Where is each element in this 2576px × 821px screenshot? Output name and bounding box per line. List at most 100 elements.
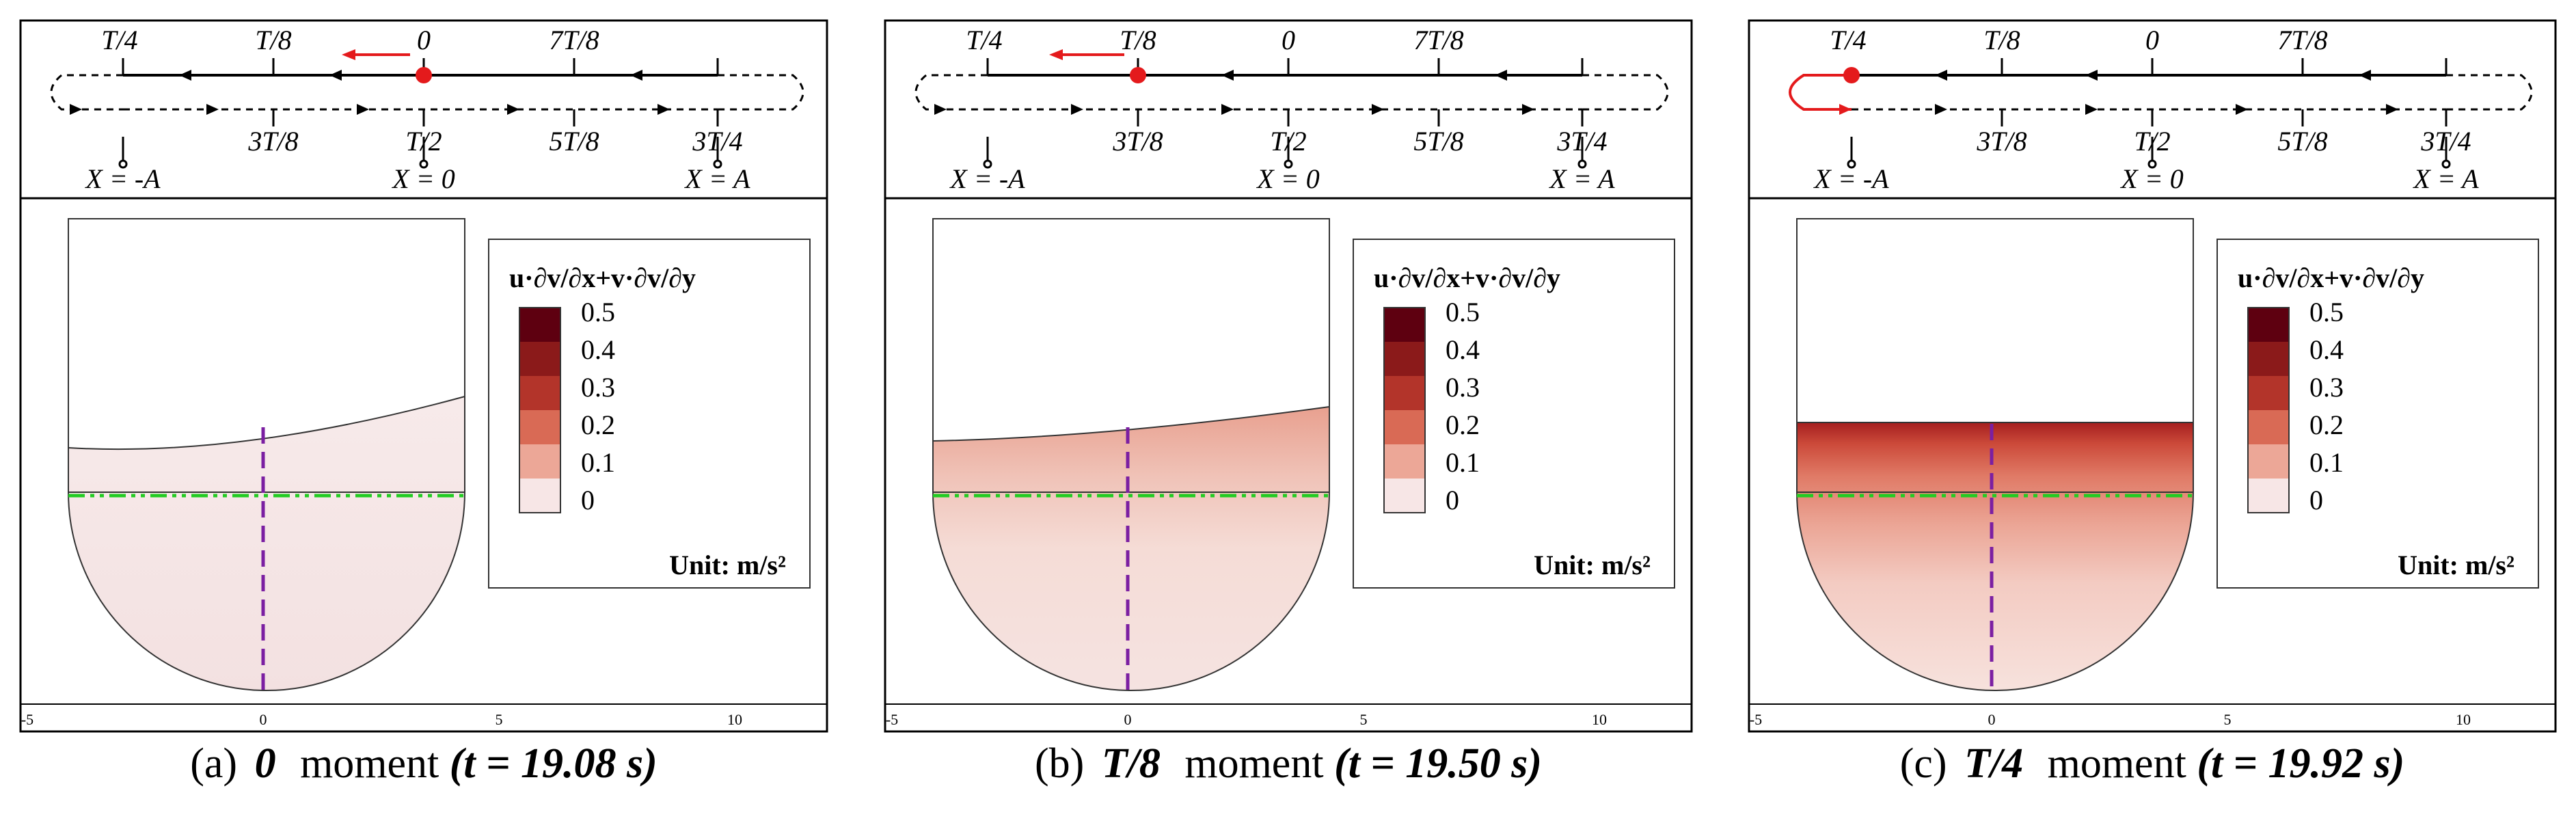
legend-unit: Unit: m/s² xyxy=(2398,550,2514,580)
panel-a: T/4 T/8 0 7T/8 3T/8 T/2 5T/8 3T/4 X = -A… xyxy=(0,0,848,821)
tick-10: 10 xyxy=(1592,711,1607,728)
legend-level-4: 0.1 xyxy=(2309,447,2344,478)
pos-zero: X = 0 xyxy=(2119,163,2183,194)
legend-level-5: 0 xyxy=(581,485,595,515)
tick-0: 0 xyxy=(1124,711,1132,728)
pos-neg-a: X = -A xyxy=(949,163,1025,194)
caption-time: (t = 19.08 s) xyxy=(449,740,657,787)
legend-title: u·∂v/∂x+v·∂v/∂y xyxy=(509,263,696,293)
tick-neg5: -5 xyxy=(1750,711,1762,728)
legend-level-2: 0.3 xyxy=(1446,372,1480,403)
label-0: 0 xyxy=(1282,25,1295,55)
label-5t8: 5T/8 xyxy=(549,126,599,157)
label-t8: T/8 xyxy=(1983,25,2020,55)
label-0: 0 xyxy=(417,25,431,55)
pos-neg-a: X = -A xyxy=(1813,163,1889,194)
legend-level-4: 0.1 xyxy=(581,447,615,478)
caption-letter: (b) xyxy=(1034,740,1085,787)
pos-zero: X = 0 xyxy=(1256,163,1319,194)
caption-word: moment xyxy=(1184,740,1324,787)
tank-outline xyxy=(932,218,1330,493)
tick-5: 5 xyxy=(1360,711,1368,728)
caption-letter: (c) xyxy=(1899,740,1947,787)
tick-0: 0 xyxy=(260,711,267,728)
tick-10: 10 xyxy=(2456,711,2471,728)
label-3t8: 3T/8 xyxy=(247,126,298,157)
label-3t8: 3T/8 xyxy=(1112,126,1163,157)
label-5t8: 5T/8 xyxy=(1413,126,1463,157)
panel-c-figure: T/4 T/8 0 7T/8 3T/8 T/2 5T/8 3T/4 X = -A… xyxy=(1748,19,2557,733)
position-marker xyxy=(1843,67,1860,83)
panel-c-caption: (c) T/4 moment (t = 19.92 s) xyxy=(1728,740,2576,788)
panel-b: T/4 T/8 0 7T/8 3T/8 T/2 5T/8 3T/4 X = -A… xyxy=(865,0,1712,821)
legend-colorbar xyxy=(2247,307,2290,513)
legend-level-1: 0.4 xyxy=(2309,334,2344,365)
tick-5: 5 xyxy=(496,711,503,728)
pos-a: X = A xyxy=(2412,163,2479,194)
legend-level-3: 0.2 xyxy=(581,409,615,440)
label-t4: T/4 xyxy=(1830,25,1866,55)
label-3t8: 3T/8 xyxy=(1976,126,2026,157)
figure-frame xyxy=(19,19,828,733)
position-marker xyxy=(1130,67,1146,83)
legend-level-1: 0.4 xyxy=(581,334,615,365)
legend-colorbar xyxy=(519,307,561,513)
tick-10: 10 xyxy=(727,711,742,728)
tank-fluid xyxy=(932,405,1330,691)
label-t8: T/8 xyxy=(255,25,291,55)
tick-0: 0 xyxy=(1988,711,1996,728)
caption-moment: T/4 xyxy=(1964,740,2024,787)
figure-frame xyxy=(884,19,1693,733)
tick-neg5: -5 xyxy=(21,711,33,728)
position-marker xyxy=(416,67,432,83)
caption-word: moment xyxy=(2047,740,2186,787)
panel-a-figure: T/4 T/8 0 7T/8 3T/8 T/2 5T/8 3T/4 X = -A… xyxy=(19,19,828,733)
label-0: 0 xyxy=(2145,25,2159,55)
label-t4: T/4 xyxy=(966,25,1002,55)
label-5t8: 5T/8 xyxy=(2277,126,2327,157)
caption-letter: (a) xyxy=(190,740,238,787)
pos-zero: X = 0 xyxy=(391,163,455,194)
label-7t8: 7T/8 xyxy=(2277,25,2327,55)
tank-fluid xyxy=(68,395,465,691)
tick-neg5: -5 xyxy=(886,711,898,728)
tick-5: 5 xyxy=(2224,711,2232,728)
schematic-left-loop xyxy=(50,74,123,111)
caption-time: (t = 19.50 s) xyxy=(1334,740,1543,787)
legend-level-0: 0.5 xyxy=(1446,297,1480,327)
legend-level-0: 0.5 xyxy=(581,297,615,327)
label-t4: T/4 xyxy=(101,25,137,55)
legend-title: u·∂v/∂x+v·∂v/∂y xyxy=(2238,263,2424,293)
legend-level-3: 0.2 xyxy=(1446,409,1480,440)
caption-word: moment xyxy=(300,740,439,787)
caption-moment: T/8 xyxy=(1101,740,1161,787)
legend-level-2: 0.3 xyxy=(2309,372,2344,403)
pos-a: X = A xyxy=(1548,163,1615,194)
label-7t8: 7T/8 xyxy=(549,25,599,55)
legend-level-5: 0 xyxy=(1446,485,1459,515)
legend-title: u·∂v/∂x+v·∂v/∂y xyxy=(1374,263,1560,293)
tank-fluid xyxy=(1796,422,2194,691)
label-7t8: 7T/8 xyxy=(1413,25,1463,55)
legend-colorbar xyxy=(1383,307,1426,513)
legend-level-2: 0.3 xyxy=(581,372,615,403)
pos-neg-a: X = -A xyxy=(84,163,161,194)
legend-level-4: 0.1 xyxy=(1446,447,1480,478)
panel-b-figure: T/4 T/8 0 7T/8 3T/8 T/2 5T/8 3T/4 X = -A… xyxy=(884,19,1693,733)
pos-a: X = A xyxy=(683,163,750,194)
legend-level-3: 0.2 xyxy=(2309,409,2344,440)
panel-b-caption: (b) T/8 moment (t = 19.50 s) xyxy=(865,740,1712,788)
legend-unit: Unit: m/s² xyxy=(669,550,786,580)
tank-outline xyxy=(1796,218,2194,493)
schematic-right-loop xyxy=(718,74,804,111)
label-t8: T/8 xyxy=(1120,25,1156,55)
legend-unit: Unit: m/s² xyxy=(1534,550,1651,580)
legend-level-1: 0.4 xyxy=(1446,334,1480,365)
legend-level-5: 0 xyxy=(2309,485,2323,515)
panel-a-caption: (a) 0 moment (t = 19.08 s) xyxy=(0,740,848,788)
schematic-left-loop-active xyxy=(1789,74,1852,111)
tank-outline xyxy=(68,218,465,493)
caption-moment: 0 xyxy=(254,740,276,787)
legend-level-0: 0.5 xyxy=(2309,297,2344,327)
panel-c: T/4 T/8 0 7T/8 3T/8 T/2 5T/8 3T/4 X = -A… xyxy=(1728,0,2576,821)
